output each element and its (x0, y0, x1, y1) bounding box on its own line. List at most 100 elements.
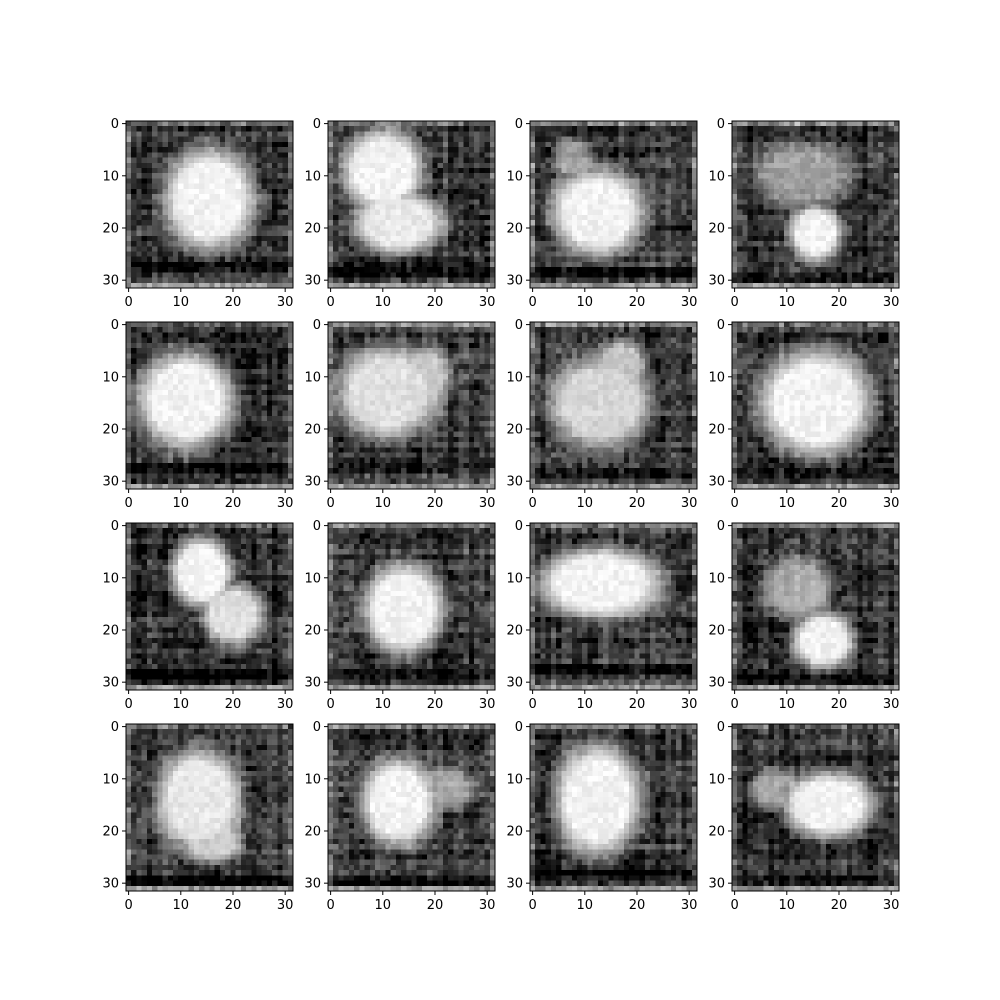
pixel (644, 131, 651, 138)
pixel (867, 214, 874, 221)
pixel (810, 261, 816, 268)
pixel (178, 261, 184, 268)
pixel (188, 426, 195, 432)
pixel (540, 256, 547, 263)
pixel (763, 241, 769, 247)
pixel (629, 121, 635, 127)
pixel (799, 199, 806, 205)
pixel (421, 272, 428, 278)
pixel (157, 421, 163, 427)
pixel (474, 261, 480, 268)
pixel (670, 136, 677, 143)
pixel (277, 167, 283, 174)
pixel (199, 209, 205, 216)
pixel (846, 173, 853, 179)
pixel (178, 353, 184, 359)
pixel (846, 162, 853, 169)
pixel (582, 220, 588, 226)
pixel (131, 368, 137, 375)
pixel (167, 415, 174, 422)
pixel (183, 327, 189, 333)
pixel (820, 157, 827, 164)
pixel (463, 178, 470, 184)
pixel (747, 194, 754, 200)
pixel (463, 209, 470, 216)
pixel (836, 277, 842, 284)
pixel (266, 178, 273, 184)
pixel (737, 141, 743, 148)
pixel (261, 327, 268, 333)
pixel (251, 400, 257, 406)
pixel (251, 173, 257, 179)
pixel (333, 194, 339, 200)
pixel (209, 204, 216, 211)
pixel (587, 246, 593, 252)
pixel (665, 277, 672, 284)
pixel (199, 353, 205, 359)
pixel (732, 147, 738, 153)
pixel (390, 152, 397, 158)
pixel (883, 209, 889, 216)
pixel (442, 167, 449, 174)
pixel (172, 322, 179, 328)
pixel (888, 178, 895, 184)
pixel (862, 272, 869, 278)
pixel (343, 282, 350, 289)
pixel (805, 246, 811, 252)
pixel (390, 121, 397, 127)
pixel (162, 126, 169, 132)
pixel (214, 204, 221, 211)
pixel (825, 214, 832, 221)
pixel (157, 235, 163, 242)
pixel (660, 178, 667, 184)
pixel (893, 126, 900, 132)
pixel (752, 183, 759, 190)
pixel (136, 348, 143, 354)
pixel (136, 405, 143, 412)
pixel (737, 225, 743, 231)
pixel (556, 209, 562, 216)
pixel (852, 147, 858, 153)
pixel (225, 173, 231, 179)
pixel (857, 136, 863, 143)
pixel (219, 363, 226, 370)
pixel (272, 256, 278, 263)
pixel (240, 421, 247, 427)
pixel (141, 157, 148, 164)
pixel (665, 167, 672, 174)
pixel (219, 214, 226, 221)
pixel (193, 220, 200, 226)
pixel (872, 167, 879, 174)
pixel (655, 152, 661, 158)
pixel (167, 183, 174, 190)
pixel (152, 332, 158, 339)
pixel (453, 267, 459, 273)
pixel (789, 167, 795, 174)
pixel (576, 204, 583, 211)
pixel (328, 152, 334, 158)
pixel (784, 136, 790, 143)
pixel (277, 204, 283, 211)
pixel (556, 251, 562, 258)
pixel (131, 421, 137, 427)
pixel (411, 220, 418, 226)
pixel (576, 241, 583, 247)
pixel (261, 272, 268, 278)
pixel (152, 415, 158, 422)
pixel (266, 405, 273, 412)
pixel (556, 277, 562, 284)
pixel (437, 204, 444, 211)
pixel (225, 267, 231, 273)
pixel (178, 183, 184, 190)
pixel (810, 209, 816, 216)
pixel (442, 194, 449, 200)
pixel (126, 251, 132, 258)
pixel (214, 251, 221, 258)
pixel (681, 167, 687, 174)
pixel (219, 348, 226, 354)
pixel (836, 157, 842, 164)
pixel (763, 282, 769, 289)
pixel (152, 405, 158, 412)
pixel (468, 225, 475, 231)
pixel (390, 251, 397, 258)
